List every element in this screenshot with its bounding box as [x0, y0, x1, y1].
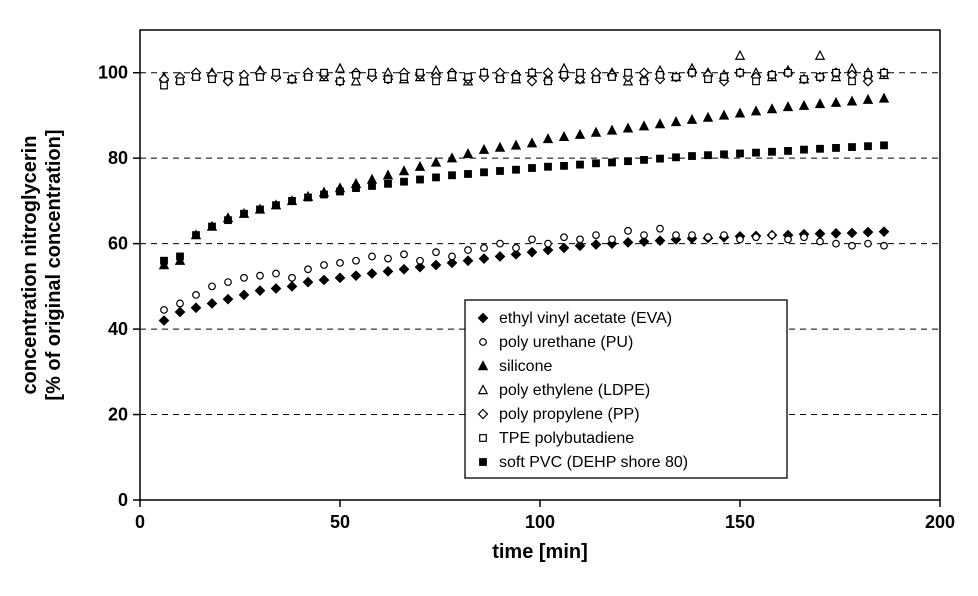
scatter-chart: 0 50 100 150 200 0 20 40 60 80 100 time [min] concen…	[0, 0, 978, 596]
svg-text:ethyl vinyl acetate (EVA): ethyl vinyl acetate (EVA)	[499, 310, 672, 327]
svg-text:200: 200	[925, 512, 955, 532]
svg-text:soft PVC (DEHP shore 80): soft PVC (DEHP shore 80)	[499, 454, 688, 471]
svg-text:40: 40	[108, 319, 128, 339]
svg-text:60: 60	[108, 234, 128, 254]
svg-text:poly ethylene (LDPE): poly ethylene (LDPE)	[499, 382, 650, 399]
svg-text:0: 0	[118, 490, 128, 510]
svg-text:concentration nitroglycerin: concentration nitroglycerin	[19, 136, 41, 395]
svg-text:100: 100	[525, 512, 555, 532]
svg-text:150: 150	[725, 512, 755, 532]
svg-text:50: 50	[330, 512, 350, 532]
svg-text:time [min]: time [min]	[492, 541, 588, 563]
svg-text:poly urethane (PU): poly urethane (PU)	[499, 334, 633, 351]
svg-text:100: 100	[98, 63, 128, 83]
svg-text:poly propylene (PP): poly propylene (PP)	[499, 406, 640, 423]
svg-text:80: 80	[108, 148, 128, 168]
svg-text:TPE polybutadiene: TPE polybutadiene	[499, 430, 634, 447]
svg-text:20: 20	[108, 405, 128, 425]
svg-text:0: 0	[135, 512, 145, 532]
svg-text:[% of original concentration]: [% of original concentration]	[43, 129, 65, 400]
svg-text:silicone: silicone	[499, 358, 552, 375]
